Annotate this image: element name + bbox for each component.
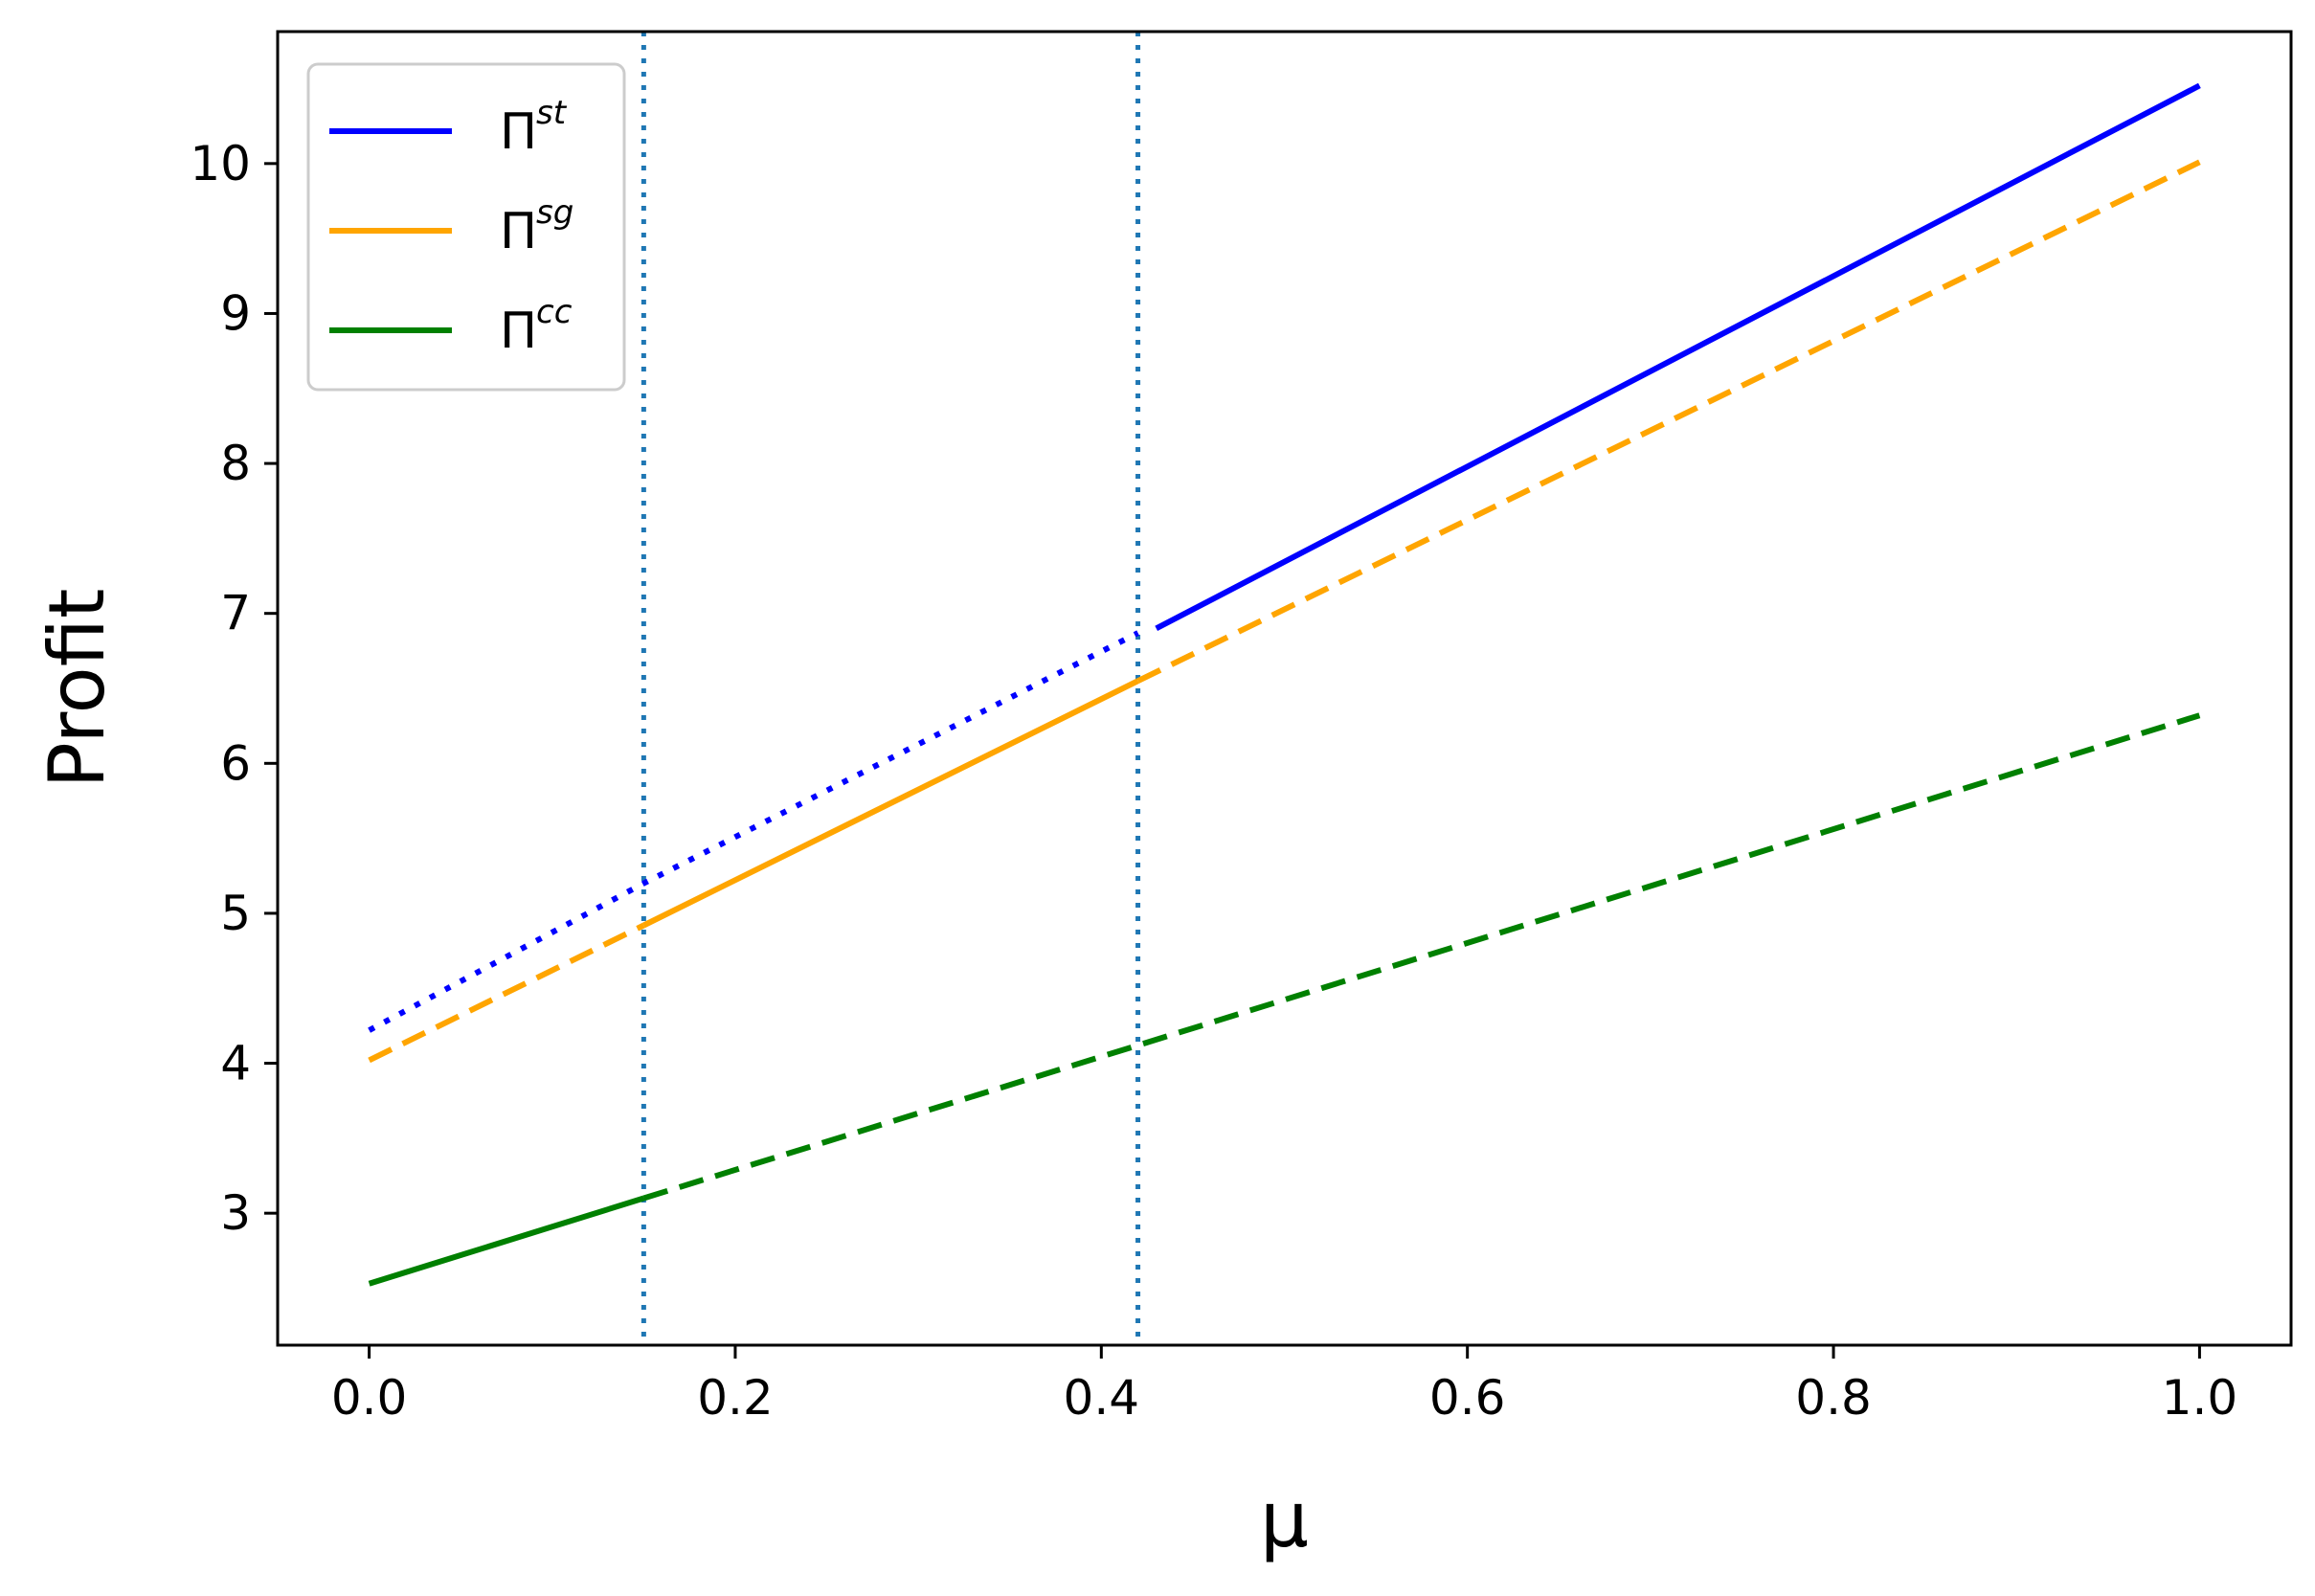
series-sg-dashed-segment (368, 922, 645, 1064)
plot-frame (276, 30, 2293, 1347)
y-tick-label: 5 (220, 886, 251, 941)
legend-label-st: Π (500, 103, 537, 161)
legend-superscript-sg: sg (536, 193, 573, 232)
series-sg-solid-segment (642, 678, 1139, 929)
series-sg (368, 159, 2201, 1064)
x-tick-label: 0.0 (331, 1370, 408, 1426)
legend-superscript-st: st (536, 94, 568, 132)
legend-box (306, 62, 626, 392)
x-tick-label: 0.6 (1429, 1370, 1506, 1426)
series-cc (368, 712, 2201, 1287)
series-st-solid-segment (1155, 82, 2201, 632)
legend-label-sg: Π (500, 203, 537, 260)
legend-label-cc: Π (500, 303, 537, 360)
x-tick-label: 0.8 (1795, 1370, 1872, 1426)
y-tick-label: 3 (220, 1185, 251, 1241)
y-tick-label: 8 (220, 436, 251, 491)
y-axis-ticks: 3 4 5 6 7 8 9 10 (190, 136, 278, 1241)
series-cc-dashed-segment (642, 712, 2201, 1202)
x-tick-label: 1.0 (2162, 1370, 2238, 1426)
y-tick-label: 10 (190, 136, 251, 191)
series-layer (368, 82, 2201, 1287)
y-tick-label: 9 (220, 285, 251, 341)
series-sg-dashed-segment (1136, 159, 2201, 684)
series-cc-solid-segment (368, 1195, 645, 1287)
x-tick-label: 0.2 (697, 1370, 774, 1426)
vertical-reference-lines (641, 32, 1141, 1345)
y-tick-label: 7 (220, 586, 251, 641)
legend-superscript-cc: cc (536, 293, 573, 331)
x-axis-title: μ (1260, 1475, 1309, 1564)
y-axis-title: Profit (33, 589, 122, 789)
y-tick-label: 4 (220, 1036, 251, 1091)
x-tick-label: 0.4 (1064, 1370, 1140, 1426)
x-axis-ticks: 0.0 0.2 0.4 0.6 0.8 1.0 (331, 1345, 2237, 1426)
series-st (368, 82, 2201, 1033)
series-st-dotted-segment (368, 630, 1139, 1033)
y-tick-label: 6 (220, 735, 251, 791)
